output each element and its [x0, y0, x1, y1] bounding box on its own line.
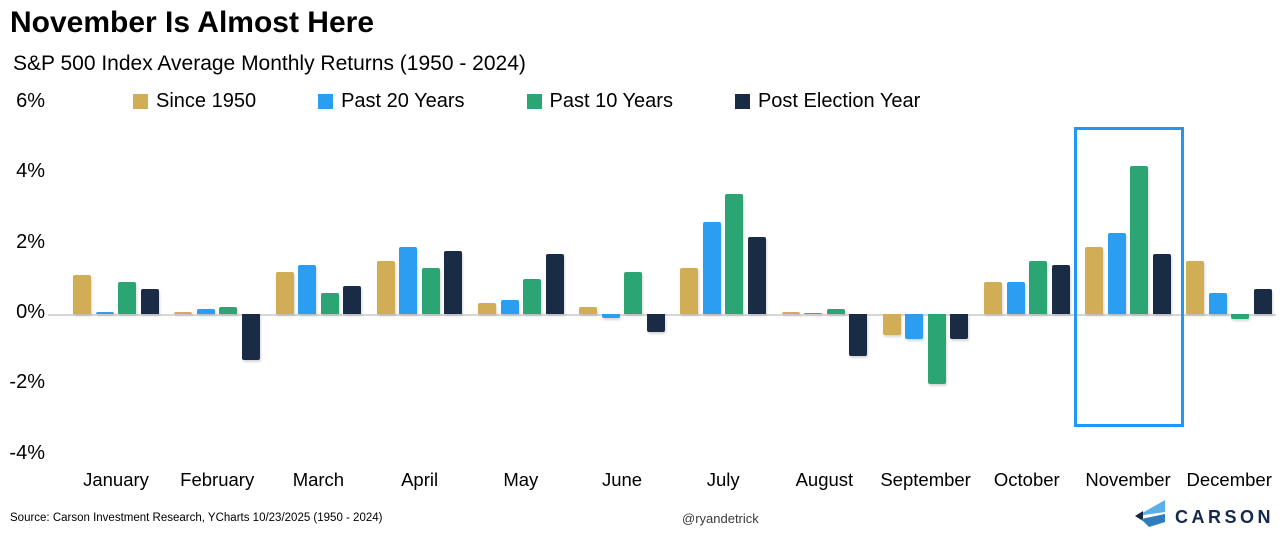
bar-november-past-10-years — [1130, 166, 1149, 314]
bar-july-past-20-years — [702, 222, 721, 314]
bar-january-past-20-years — [95, 312, 114, 314]
bar-january-post-election-year — [140, 289, 159, 314]
month-label-september: September — [880, 469, 971, 490]
carson-brand: CARSON — [1134, 500, 1274, 534]
bar-march-since-1950 — [275, 271, 294, 314]
month-label-may: May — [503, 469, 539, 490]
bar-october-post-election-year — [1051, 264, 1070, 314]
month-label-february: February — [180, 469, 255, 490]
bar-december-post-election-year — [1253, 289, 1272, 314]
month-label-march: March — [292, 469, 345, 490]
bar-december-since-1950 — [1186, 261, 1205, 314]
bar-may-past-10-years — [523, 278, 542, 314]
bar-march-past-20-years — [298, 264, 317, 314]
bar-may-past-20-years — [500, 299, 519, 314]
bar-june-past-10-years — [624, 271, 643, 314]
bar-november-post-election-year — [1152, 254, 1171, 314]
bar-april-post-election-year — [444, 250, 463, 314]
y-tick-2-: 2% — [16, 230, 45, 253]
legend-swatch-since-1950 — [133, 94, 148, 109]
month-label-october: October — [993, 469, 1060, 490]
bar-july-since-1950 — [680, 268, 699, 314]
y-tick-4-: 4% — [16, 160, 45, 183]
bar-june-since-1950 — [579, 306, 598, 314]
bar-august-past-10-years — [826, 308, 845, 314]
bar-august-post-election-year — [849, 314, 868, 357]
month-label-july: July — [706, 469, 740, 490]
page-title: November Is Almost Here — [10, 6, 375, 39]
bar-february-past-10-years — [219, 306, 238, 314]
bar-october-since-1950 — [984, 282, 1003, 314]
bar-august-since-1950 — [781, 312, 800, 314]
legend-label: Past 20 Years — [341, 90, 465, 112]
legend-label: Past 10 Years — [549, 90, 673, 112]
bar-september-since-1950 — [882, 314, 901, 336]
month-label-april: April — [401, 469, 439, 490]
month-label-november: November — [1085, 469, 1171, 490]
month-label-august: August — [795, 469, 854, 490]
y-tick--4-: -4% — [9, 441, 45, 464]
bar-december-past-10-years — [1231, 314, 1250, 320]
legend-item-post-election-year: Post Election Year — [734, 90, 921, 113]
legend-item-past-10-years: Past 10 Years — [526, 90, 673, 113]
bar-november-past-20-years — [1107, 233, 1126, 314]
y-tick-6-: 6% — [16, 89, 45, 112]
legend-label: Since 1950 — [156, 90, 257, 112]
bar-may-since-1950 — [478, 303, 497, 314]
bar-may-post-election-year — [545, 254, 564, 314]
y-tick-0-: 0% — [16, 301, 45, 323]
bar-october-past-10-years — [1029, 261, 1048, 314]
month-label-january: January — [83, 469, 149, 490]
bar-december-past-20-years — [1208, 292, 1227, 314]
november-highlight-box — [1074, 127, 1184, 427]
bar-june-past-20-years — [601, 314, 620, 318]
legend-swatch-post-election-year — [734, 94, 750, 109]
bar-february-post-election-year — [241, 314, 260, 360]
legend-item-since-1950: Since 1950 — [133, 90, 256, 113]
bar-february-since-1950 — [174, 312, 193, 314]
bar-february-past-20-years — [196, 308, 215, 314]
legend-swatch-past-10-years — [526, 94, 542, 109]
bar-september-past-20-years — [905, 314, 924, 339]
legend-swatch-past-20-years — [318, 94, 334, 109]
y-tick--2-: -2% — [9, 371, 45, 394]
legend: Since 1950 Past 20 Years Past 10 Years P… — [133, 90, 920, 113]
bar-september-post-election-year — [950, 314, 969, 339]
source-note: Source: Carson Investment Research, YCha… — [10, 512, 383, 524]
bar-april-past-10-years — [421, 268, 440, 314]
bar-april-since-1950 — [376, 261, 395, 314]
bar-march-post-election-year — [343, 285, 362, 314]
bar-april-past-20-years — [399, 247, 418, 314]
carson-wordmark: CARSON — [1175, 506, 1275, 527]
bar-january-past-10-years — [118, 282, 137, 314]
bar-november-since-1950 — [1085, 247, 1104, 314]
carson-logo-icon — [1134, 500, 1166, 534]
author-handle: @ryandetrick — [682, 511, 759, 526]
month-label-june: June — [601, 469, 643, 490]
bar-october-past-20-years — [1006, 282, 1025, 314]
bar-july-past-10-years — [725, 194, 744, 314]
month-label-december: December — [1186, 469, 1272, 490]
bar-july-post-election-year — [747, 236, 766, 314]
chart-subtitle: S&P 500 Index Average Monthly Returns (1… — [13, 52, 526, 75]
legend-item-past-20-years: Past 20 Years — [318, 90, 465, 113]
bar-september-past-10-years — [927, 314, 946, 385]
bar-june-post-election-year — [646, 314, 665, 332]
bar-august-past-20-years — [804, 312, 823, 314]
bar-january-since-1950 — [73, 275, 92, 314]
bar-march-past-10-years — [320, 292, 339, 314]
legend-label: Post Election Year — [757, 90, 921, 112]
